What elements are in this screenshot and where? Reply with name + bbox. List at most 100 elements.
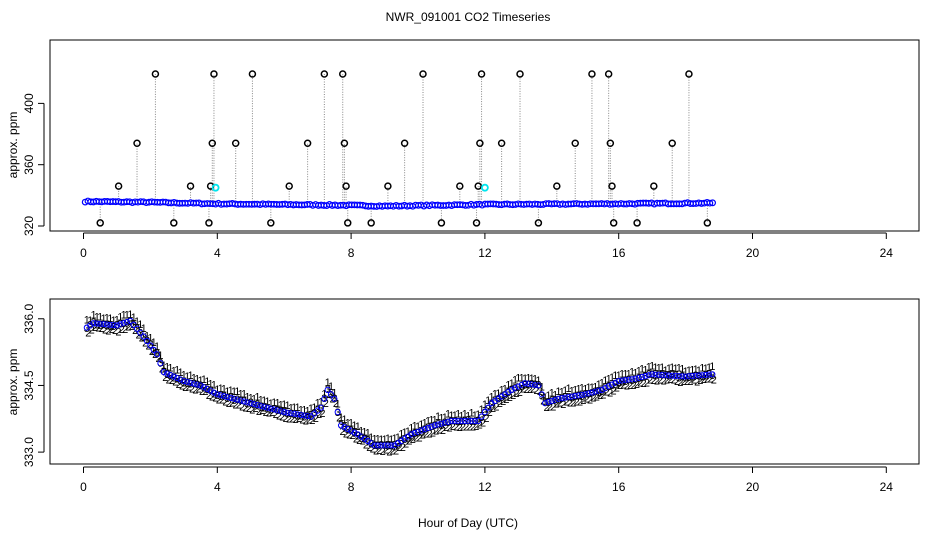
series-3-point <box>220 393 228 400</box>
series-2-marker: 2 <box>283 413 289 425</box>
series-3-marker: 3 <box>90 317 96 329</box>
series-1-marker: 1 <box>676 363 682 375</box>
series-3-point <box>388 442 395 449</box>
series-3-point <box>595 387 602 394</box>
series-2-marker: 2 <box>574 396 580 408</box>
series-2-marker: 2 <box>390 446 396 458</box>
series-2-marker: 2 <box>156 353 162 365</box>
series-3-point <box>659 371 666 379</box>
series-2-marker: 2 <box>92 322 98 334</box>
outlier-point <box>606 139 615 147</box>
top-x-tick-label: 8 <box>348 246 355 260</box>
series-3-point <box>475 417 482 425</box>
series-2-marker: 2 <box>631 380 637 392</box>
outlier-point <box>588 70 596 78</box>
top-y-tick-label: 360 <box>22 154 36 174</box>
series-1-marker: 1 <box>629 366 635 378</box>
series-3-point <box>414 428 422 435</box>
series-3-marker: 3 <box>656 369 662 381</box>
series-1-marker: 1 <box>208 378 214 390</box>
series-2-marker: 2 <box>189 384 195 396</box>
series-2-marker: 2 <box>256 406 262 418</box>
series-1-marker: 1 <box>271 397 277 409</box>
series-1-marker: 1 <box>693 364 699 376</box>
series-2-marker: 2 <box>326 389 332 401</box>
series-2-marker: 2 <box>115 326 121 338</box>
series-3-point <box>528 381 535 388</box>
series-2-marker: 2 <box>677 377 683 389</box>
series-3-point <box>649 371 656 378</box>
series-3-point <box>602 385 609 392</box>
series-3-marker: 3 <box>251 400 257 412</box>
series-3-point <box>565 394 572 401</box>
series-3-point <box>250 401 258 408</box>
series-2-marker: 2 <box>426 429 432 441</box>
series-3-point <box>682 373 689 380</box>
series-3-marker: 3 <box>375 440 381 452</box>
bottom-plot-frame <box>49 298 920 465</box>
series-3-point <box>127 317 134 325</box>
series-1-marker: 1 <box>137 319 143 331</box>
series-1-marker: 1 <box>592 381 598 393</box>
series-3-marker: 3 <box>649 369 655 381</box>
series-1-marker: 1 <box>325 377 331 389</box>
series-1-marker: 1 <box>415 421 421 433</box>
series-3-marker: 3 <box>693 370 699 382</box>
series-3-marker: 3 <box>392 441 398 453</box>
series-1-marker: 1 <box>395 432 401 444</box>
series-3-point <box>174 374 181 382</box>
series-3-marker: 3 <box>315 404 321 416</box>
series-2-marker: 2 <box>627 380 633 392</box>
series-1-marker: 1 <box>462 408 468 420</box>
series-3-point <box>100 321 107 328</box>
series-1-marker: 1 <box>428 415 434 427</box>
series-1-marker: 1 <box>298 404 304 416</box>
series-2-marker: 2 <box>209 391 215 403</box>
series-2-marker: 2 <box>470 421 476 433</box>
series-3-point <box>525 380 532 387</box>
series-3-marker: 3 <box>475 415 481 427</box>
series-3-point <box>374 442 381 449</box>
series-3-marker: 3 <box>131 320 137 332</box>
series-3-point <box>645 372 652 379</box>
series-2-marker: 2 <box>162 372 168 384</box>
series-3-marker: 3 <box>204 384 210 396</box>
series-3-marker: 3 <box>642 370 648 382</box>
series-2-marker: 2 <box>420 429 426 441</box>
series-2-marker: 2 <box>624 380 630 392</box>
series-3-point <box>177 376 184 383</box>
series-3-point <box>521 380 529 387</box>
series-3-point <box>234 396 241 403</box>
series-2-marker: 2 <box>166 374 172 386</box>
outlier-point <box>571 139 579 147</box>
series-3-point <box>281 409 288 416</box>
series-1-marker: 1 <box>703 363 709 375</box>
series-1-marker: 1 <box>121 309 127 321</box>
series-1-marker: 1 <box>686 365 692 377</box>
series-2-marker: 2 <box>604 387 610 399</box>
series-3-point <box>689 372 696 380</box>
top-y-axis: 320 360 400 <box>22 93 45 236</box>
series-2-marker: 2 <box>336 412 342 424</box>
series-3-marker: 3 <box>341 422 347 434</box>
series-3-point <box>582 391 589 398</box>
series-1-marker: 1 <box>448 410 454 422</box>
series-3-marker: 3 <box>636 373 642 385</box>
series-3-point <box>271 406 278 413</box>
series-1-marker: 1 <box>231 386 237 398</box>
series-3-point <box>371 442 378 449</box>
series-2-marker: 2 <box>400 442 406 454</box>
series-3-marker: 3 <box>572 391 578 403</box>
series-3-point <box>150 346 157 353</box>
series-2-marker: 2 <box>497 398 503 410</box>
series-1-marker: 1 <box>502 384 508 396</box>
series-3-marker: 3 <box>619 376 625 388</box>
series-1-marker: 1 <box>612 370 618 382</box>
series-2-marker: 2 <box>386 447 392 459</box>
series-3-marker: 3 <box>575 391 581 403</box>
series-3-marker: 3 <box>271 404 277 416</box>
series-3-marker: 3 <box>365 435 371 447</box>
top-x-tick-label: 16 <box>612 246 626 260</box>
series-1-marker: 1 <box>512 375 518 387</box>
series-2-marker: 2 <box>306 415 312 427</box>
